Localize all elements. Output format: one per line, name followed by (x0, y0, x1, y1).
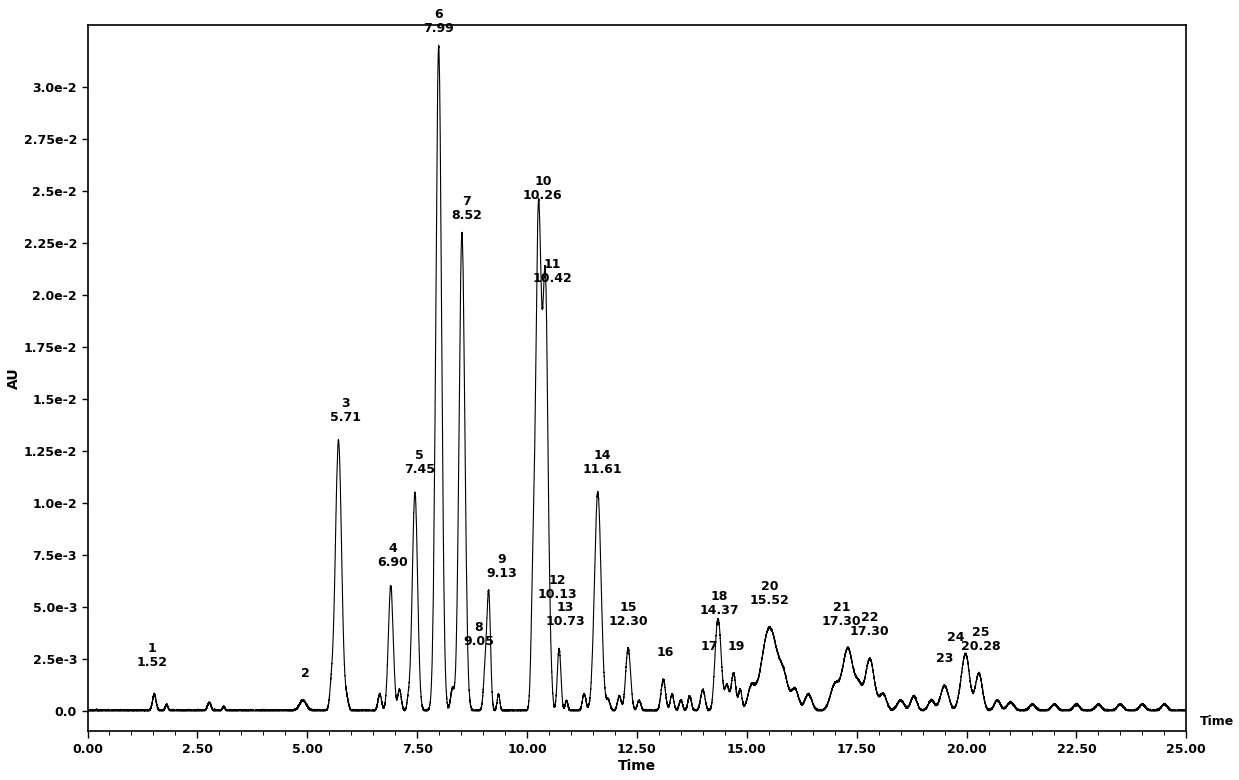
Text: 24: 24 (947, 631, 964, 644)
Text: 15
12.30: 15 12.30 (608, 601, 648, 628)
Text: 1
1.52: 1 1.52 (136, 642, 167, 669)
Text: 8
9.05: 8 9.05 (463, 622, 494, 648)
Text: 22
17.30: 22 17.30 (850, 611, 890, 638)
Text: 4
6.90: 4 6.90 (378, 542, 409, 569)
Text: 7
8.52: 7 8.52 (451, 196, 482, 222)
Text: 18
14.37: 18 14.37 (699, 590, 738, 617)
Text: 16: 16 (657, 646, 674, 659)
Text: 3
5.71: 3 5.71 (330, 397, 361, 424)
Text: 14
11.61: 14 11.61 (582, 449, 622, 476)
Text: 19: 19 (727, 640, 745, 653)
Text: 9
9.13: 9 9.13 (487, 553, 518, 580)
Text: 12
10.13: 12 10.13 (536, 573, 576, 601)
X-axis label: Time: Time (618, 759, 655, 773)
Text: 20
15.52: 20 15.52 (750, 580, 789, 607)
Y-axis label: AU: AU (7, 367, 21, 389)
Text: 10
10.26: 10 10.26 (523, 175, 563, 202)
Text: 23: 23 (935, 652, 953, 665)
Text: 11
10.42: 11 10.42 (533, 258, 572, 285)
Text: Time: Time (1199, 714, 1234, 728)
Text: 2: 2 (301, 667, 310, 679)
Text: 6
7.99: 6 7.99 (424, 9, 453, 36)
Text: 25
20.28: 25 20.28 (961, 626, 1001, 653)
Text: 13
10.73: 13 10.73 (546, 601, 586, 628)
Text: 5
7.45: 5 7.45 (404, 449, 435, 476)
Text: 17: 17 (701, 640, 719, 653)
Text: 21
17.30: 21 17.30 (821, 601, 861, 628)
